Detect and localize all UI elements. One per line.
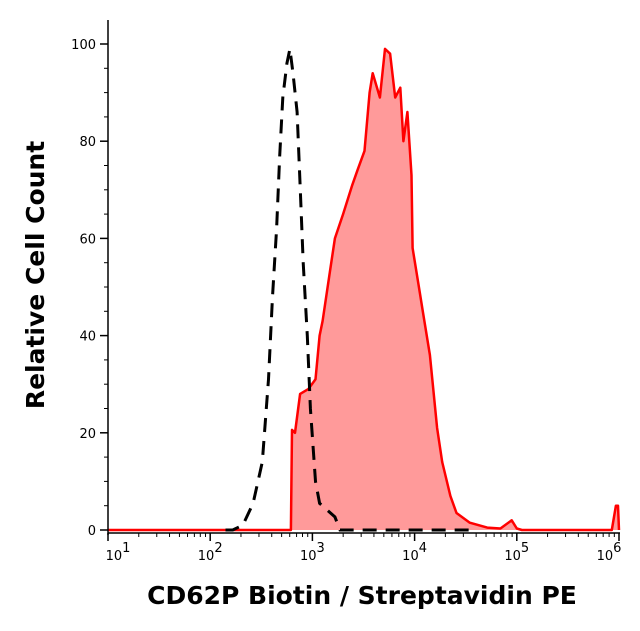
x-tick-label: 106: [597, 541, 622, 564]
x-tick-label: 101: [106, 541, 131, 564]
series-line-stained: [108, 47, 621, 532]
x-tick-label: 103: [300, 541, 325, 564]
y-axis-title: Relative Cell Count: [21, 141, 50, 409]
x-tick-exponent: 3: [317, 541, 325, 556]
y-tick-label: 60: [79, 232, 96, 247]
series-fill-area: [108, 48, 619, 531]
y-tick-label: 20: [79, 427, 96, 442]
x-tick-label: 105: [504, 541, 529, 564]
x-tick-base: 10: [300, 549, 317, 564]
x-tick-base: 10: [106, 549, 123, 564]
x-axis-title: CD62P Biotin / Streptavidin PE: [147, 581, 577, 610]
x-tick-label: 102: [198, 541, 223, 564]
series-line-control: [225, 48, 470, 532]
plot-marks: [108, 47, 621, 532]
y-tick-label: 80: [79, 135, 96, 150]
x-tick-label: 104: [402, 541, 427, 564]
y-tick-label: 100: [71, 38, 96, 53]
x-tick-exponent: 6: [613, 541, 621, 556]
y-tick-label: 0: [88, 524, 96, 539]
x-tick-exponent: 4: [419, 541, 427, 556]
x-tick-base: 10: [597, 549, 614, 564]
y-tick-label: 40: [79, 330, 96, 345]
x-tick-exponent: 1: [122, 541, 130, 556]
x-tick-exponent: 5: [521, 541, 529, 556]
x-tick-base: 10: [402, 549, 419, 564]
x-tick-exponent: 2: [214, 541, 222, 556]
x-tick-base: 10: [504, 549, 521, 564]
x-tick-base: 10: [198, 549, 215, 564]
